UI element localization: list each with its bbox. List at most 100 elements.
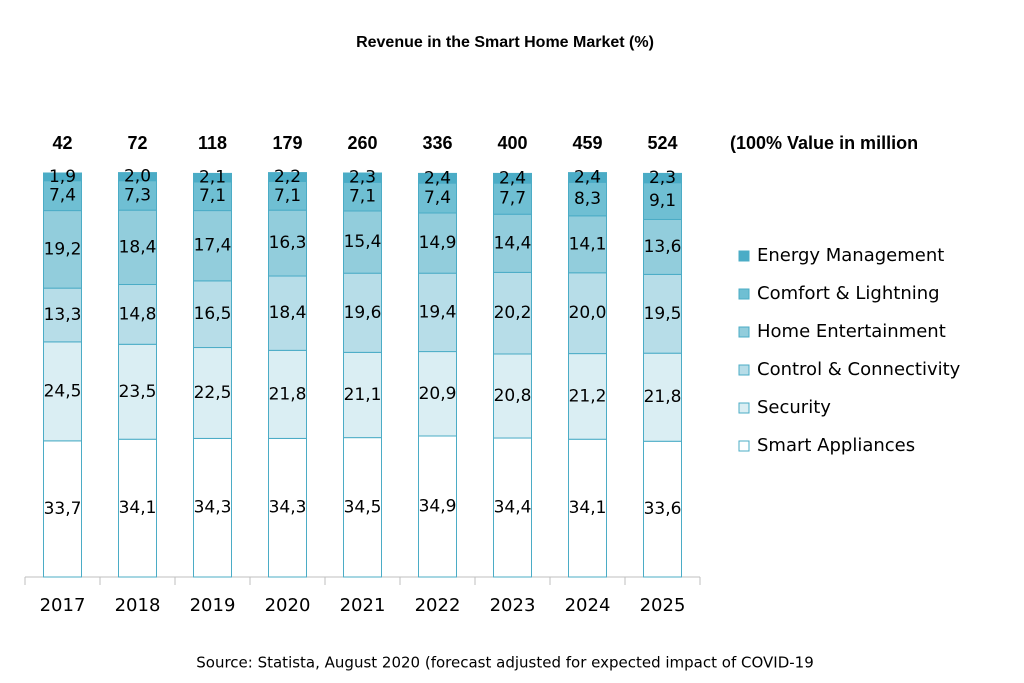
data-label: 19,2 xyxy=(44,239,82,259)
bar-segment xyxy=(343,210,382,274)
data-label: 2,1 xyxy=(199,168,226,188)
data-label: 20,2 xyxy=(494,303,532,323)
total-label: 72 xyxy=(127,133,147,153)
data-label: 34,1 xyxy=(119,498,157,518)
bar-segment xyxy=(643,273,682,354)
total-label: 179 xyxy=(272,133,302,153)
bar-segment xyxy=(568,272,607,355)
data-label: 21,8 xyxy=(644,387,682,407)
legend-label: Comfort & Lightning xyxy=(757,283,940,304)
bar-segment xyxy=(193,437,232,578)
x-tick-label: 2025 xyxy=(640,595,686,616)
data-label: 34,5 xyxy=(344,497,382,517)
bar-segment xyxy=(343,351,382,439)
bar-segment xyxy=(43,341,82,442)
total-label: 524 xyxy=(647,133,677,153)
bar-segment xyxy=(268,349,307,439)
data-label: 23,5 xyxy=(119,382,157,402)
bar-segment xyxy=(568,353,607,440)
data-label: 33,6 xyxy=(644,499,682,519)
data-label: 13,6 xyxy=(644,237,682,257)
bar-segment xyxy=(43,287,82,343)
bar-segment xyxy=(118,180,157,211)
data-label: 2,4 xyxy=(574,167,601,187)
bar-segment xyxy=(643,352,682,442)
data-label: 9,1 xyxy=(649,191,676,211)
bar-segment xyxy=(418,351,457,437)
bar-segment xyxy=(193,347,232,439)
bar-segment xyxy=(343,172,382,183)
data-label: 34,3 xyxy=(269,498,307,518)
data-label: 24,5 xyxy=(44,381,82,401)
bar-segment xyxy=(418,272,457,353)
data-label: 18,4 xyxy=(269,303,307,323)
data-label: 22,5 xyxy=(194,383,232,403)
x-tick-label: 2020 xyxy=(265,595,311,616)
bar-segment xyxy=(43,210,82,289)
totals-label: (100% Value in million xyxy=(730,133,918,153)
x-tick-label: 2019 xyxy=(190,595,236,616)
data-label: 20,0 xyxy=(569,303,607,323)
data-label: 14,8 xyxy=(119,304,157,324)
data-label: 14,9 xyxy=(419,233,457,253)
bar-segment xyxy=(418,212,457,274)
data-label: 2,0 xyxy=(124,167,151,187)
source: Source: Statista, August 2020 (forecast … xyxy=(196,654,814,672)
data-label: 21,1 xyxy=(344,385,382,405)
bar-segment xyxy=(43,172,82,182)
data-label: 34,4 xyxy=(494,498,532,518)
data-label: 2,2 xyxy=(274,167,301,187)
data-label: 7,3 xyxy=(124,185,151,205)
bar-segment xyxy=(493,213,532,273)
bar-segment xyxy=(118,172,157,182)
legend-swatch xyxy=(738,402,750,414)
total-label: 459 xyxy=(572,133,602,153)
x-tick-label: 2018 xyxy=(115,595,161,616)
bar-segment xyxy=(118,209,157,286)
bar-segment xyxy=(193,172,232,183)
bar-segment xyxy=(643,440,682,578)
legend-swatch xyxy=(738,364,750,376)
data-label: 7,4 xyxy=(49,186,76,206)
bar-segment xyxy=(343,437,382,578)
x-tick-label: 2023 xyxy=(490,595,536,616)
data-label: 16,3 xyxy=(269,233,307,253)
legend-label: Home Entertainment xyxy=(757,321,946,342)
data-label: 33,7 xyxy=(44,499,82,519)
bar-segment xyxy=(268,209,307,277)
data-label: 2,4 xyxy=(499,168,526,188)
data-label: 21,2 xyxy=(569,386,607,406)
bar-segment xyxy=(418,182,457,214)
bar-segment xyxy=(343,181,382,212)
bar-segment xyxy=(493,353,532,439)
data-label: 14,1 xyxy=(569,234,607,254)
legend-label: Smart Appliances xyxy=(757,435,915,456)
data-label: 2,3 xyxy=(349,168,376,188)
total-label: 336 xyxy=(422,133,452,153)
bar-segment xyxy=(193,181,232,212)
data-label: 19,5 xyxy=(644,304,682,324)
total-label: 118 xyxy=(198,133,227,153)
legend-swatch xyxy=(738,250,750,262)
bar-segment xyxy=(568,215,607,274)
x-tick-label: 2022 xyxy=(415,595,461,616)
legend-label: Control & Connectivity xyxy=(757,359,961,380)
chart-title: Revenue in the Smart Home Market (%) xyxy=(356,34,654,51)
data-label: 2,4 xyxy=(424,168,451,188)
data-label: 7,1 xyxy=(199,186,226,206)
data-label: 21,8 xyxy=(269,384,307,404)
bar-segment xyxy=(568,172,607,183)
bar-segment xyxy=(643,172,682,184)
data-label: 17,4 xyxy=(194,236,232,256)
bar-segment xyxy=(418,172,457,184)
bar-segment xyxy=(118,438,157,578)
bar-segment xyxy=(493,182,532,215)
bar-segment xyxy=(568,438,607,578)
data-label: 19,4 xyxy=(419,302,457,322)
data-label: 34,3 xyxy=(194,498,232,518)
data-label: 16,5 xyxy=(194,304,232,324)
total-label: 400 xyxy=(497,133,527,153)
data-label: 7,1 xyxy=(349,187,376,207)
data-label: 20,9 xyxy=(419,384,457,404)
